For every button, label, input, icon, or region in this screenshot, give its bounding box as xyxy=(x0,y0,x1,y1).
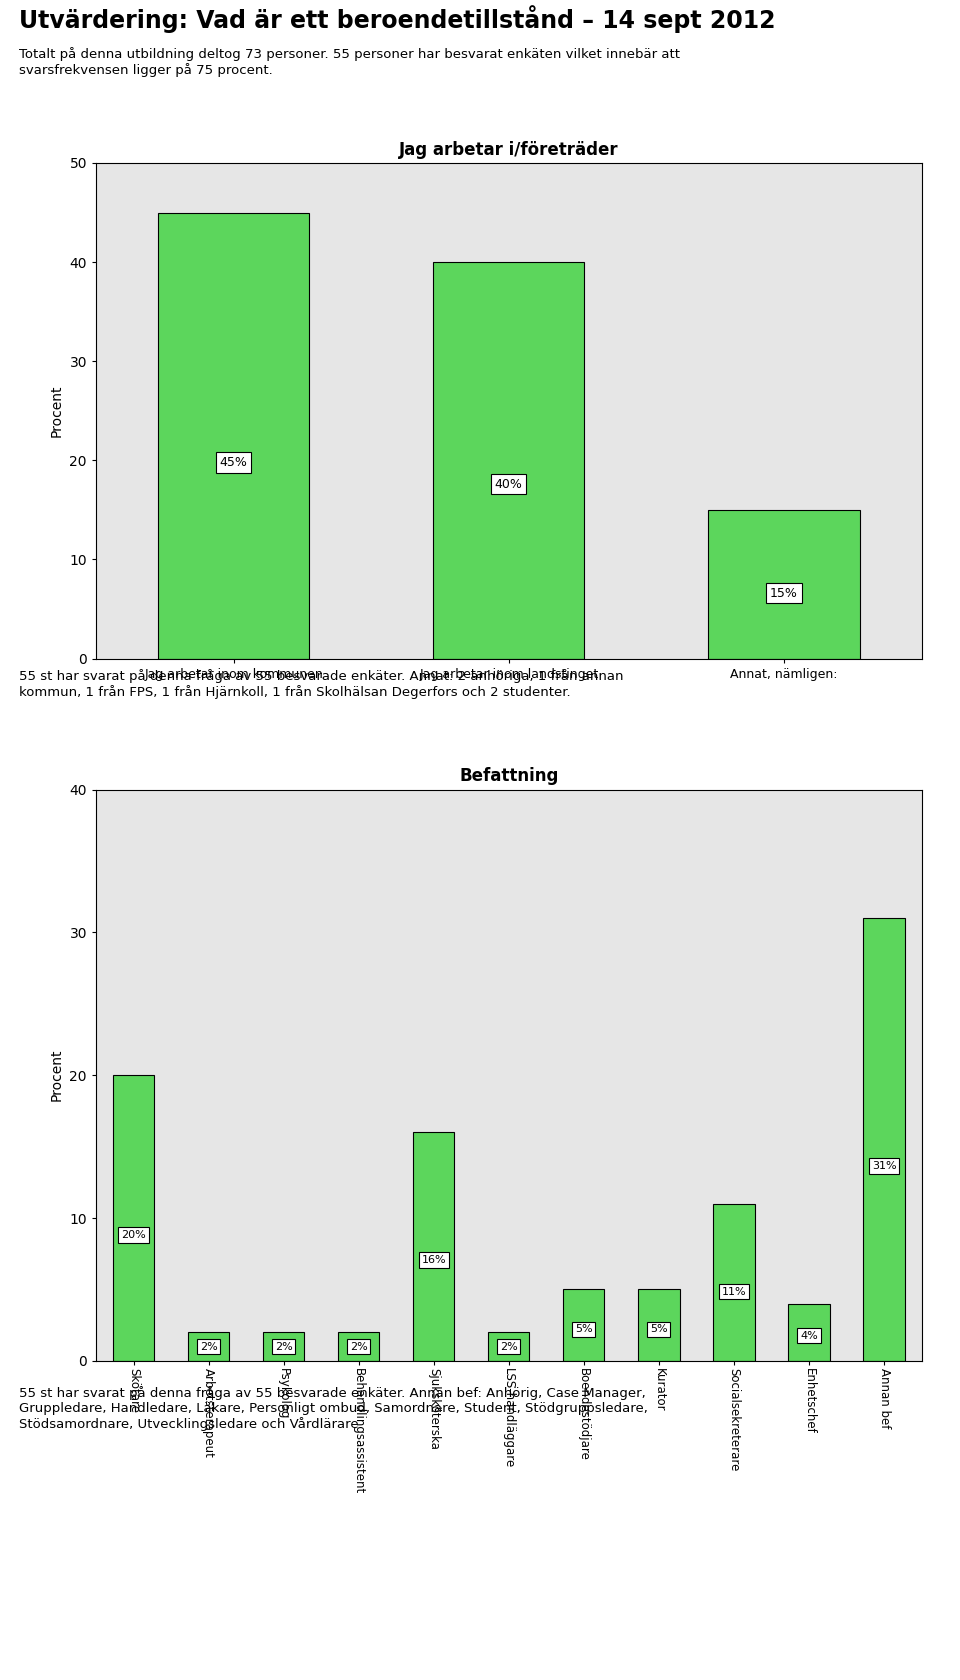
Text: 11%: 11% xyxy=(722,1287,746,1297)
Bar xyxy=(433,262,585,659)
Text: 4%: 4% xyxy=(800,1331,818,1341)
Title: Befattning: Befattning xyxy=(459,768,559,785)
Bar xyxy=(263,1332,304,1361)
Title: Jag arbetar i/företräder: Jag arbetar i/företräder xyxy=(399,141,618,158)
Text: 2%: 2% xyxy=(275,1342,293,1351)
Bar xyxy=(788,1304,829,1361)
Bar xyxy=(413,1132,454,1361)
Text: 45%: 45% xyxy=(220,455,248,469)
Bar xyxy=(157,212,309,659)
Text: 5%: 5% xyxy=(650,1324,668,1334)
Text: 2%: 2% xyxy=(500,1342,517,1351)
Y-axis label: Procent: Procent xyxy=(50,385,63,437)
Text: 20%: 20% xyxy=(121,1230,146,1240)
Y-axis label: Procent: Procent xyxy=(50,1048,63,1102)
Text: 16%: 16% xyxy=(421,1255,446,1265)
Bar xyxy=(564,1290,605,1361)
Bar xyxy=(708,511,860,659)
Bar xyxy=(338,1332,379,1361)
Text: Totalt på denna utbildning deltog 73 personer. 55 personer har besvarat enkäten : Totalt på denna utbildning deltog 73 per… xyxy=(19,47,681,77)
Text: Utvärdering: Vad är ett beroendetillstånd – 14 sept 2012: Utvärdering: Vad är ett beroendetillstån… xyxy=(19,5,776,34)
Text: 55 st har svarat på denna fråga av 55 besvarade enkäter. Annat: 2 anhöriga, 1 fr: 55 st har svarat på denna fråga av 55 be… xyxy=(19,669,624,699)
Bar xyxy=(188,1332,229,1361)
Text: 55 st har svarat på denna fråga av 55 besvarade enkäter. Annan bef: Anhörig, Cas: 55 st har svarat på denna fråga av 55 be… xyxy=(19,1386,648,1431)
Bar xyxy=(638,1290,680,1361)
Text: 15%: 15% xyxy=(770,586,798,600)
Text: 31%: 31% xyxy=(872,1161,897,1171)
Text: 2%: 2% xyxy=(200,1342,218,1351)
Text: 5%: 5% xyxy=(575,1324,592,1334)
Bar xyxy=(863,917,904,1361)
Bar xyxy=(713,1203,755,1361)
Text: 2%: 2% xyxy=(349,1342,368,1351)
Bar xyxy=(113,1075,155,1361)
Bar xyxy=(488,1332,529,1361)
Text: 40%: 40% xyxy=(494,477,523,491)
